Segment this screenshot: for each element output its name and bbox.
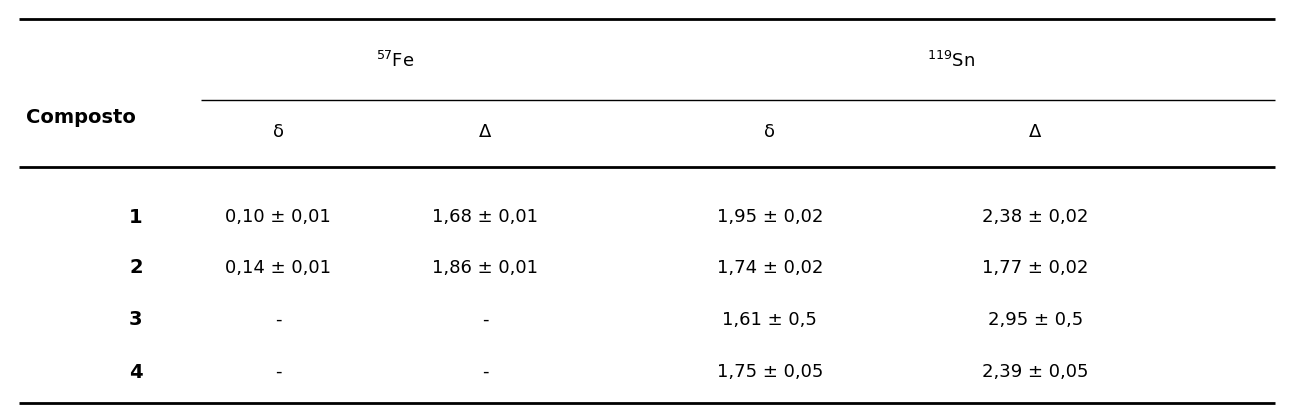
Text: 1,95 ± 0,02: 1,95 ± 0,02 <box>717 208 823 227</box>
Text: 1,68 ± 0,01: 1,68 ± 0,01 <box>432 208 538 227</box>
Text: 2,95 ± 0,5: 2,95 ± 0,5 <box>987 311 1083 329</box>
Text: 1,77 ± 0,02: 1,77 ± 0,02 <box>982 258 1088 277</box>
Text: δ: δ <box>765 122 775 141</box>
Text: -: - <box>481 363 489 381</box>
Text: $^{119}$Sn: $^{119}$Sn <box>927 51 976 71</box>
Text: 1,74 ± 0,02: 1,74 ± 0,02 <box>717 258 823 277</box>
Text: 2: 2 <box>129 258 142 277</box>
Text: -: - <box>274 363 282 381</box>
Text: Composto: Composto <box>26 107 136 127</box>
Text: 1,75 ± 0,05: 1,75 ± 0,05 <box>717 363 823 381</box>
Text: -: - <box>481 311 489 329</box>
Text: 2,39 ± 0,05: 2,39 ± 0,05 <box>982 363 1088 381</box>
Text: 1,61 ± 0,5: 1,61 ± 0,5 <box>722 311 818 329</box>
Text: 2,38 ± 0,02: 2,38 ± 0,02 <box>982 208 1088 227</box>
Text: 3: 3 <box>129 310 142 329</box>
Text: δ: δ <box>273 122 283 141</box>
Text: 1: 1 <box>129 208 142 227</box>
Text: 4: 4 <box>129 362 142 382</box>
Text: $^{57}$Fe: $^{57}$Fe <box>375 51 414 71</box>
Text: 0,10 ± 0,01: 0,10 ± 0,01 <box>225 208 331 227</box>
Text: Δ: Δ <box>479 122 492 141</box>
Text: Δ: Δ <box>1029 122 1042 141</box>
Text: 0,14 ± 0,01: 0,14 ± 0,01 <box>225 258 331 277</box>
Text: 1,86 ± 0,01: 1,86 ± 0,01 <box>432 258 538 277</box>
Text: -: - <box>274 311 282 329</box>
